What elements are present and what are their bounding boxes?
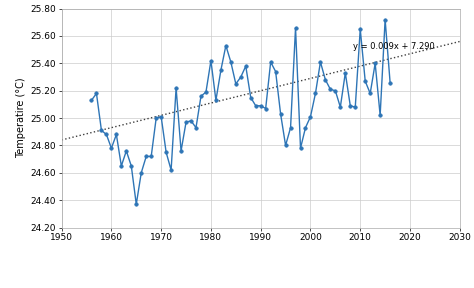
Line: Mean Temperature (°C): Mean Temperature (°C) <box>90 18 392 206</box>
Text: y = 0.009x + 7.290: y = 0.009x + 7.290 <box>353 42 435 51</box>
Mean Temperature (°C) <box>353 105 358 109</box>
Mean Temperature (°C) <box>164 151 169 154</box>
Mean Temperature (°C) <box>383 18 388 21</box>
Mean Temperature (°C) <box>253 104 259 107</box>
Y-axis label: Temperatire (°C): Temperatire (°C) <box>16 78 26 158</box>
Mean Temperature (°C) <box>89 98 94 102</box>
Mean Temperature (°C) <box>154 116 159 120</box>
Mean Temperature (°C) <box>198 94 204 98</box>
Mean Temperature (°C) <box>387 81 393 84</box>
Mean Temperature (°C) <box>134 202 139 206</box>
Mean Temperature (°C) <box>273 70 279 73</box>
